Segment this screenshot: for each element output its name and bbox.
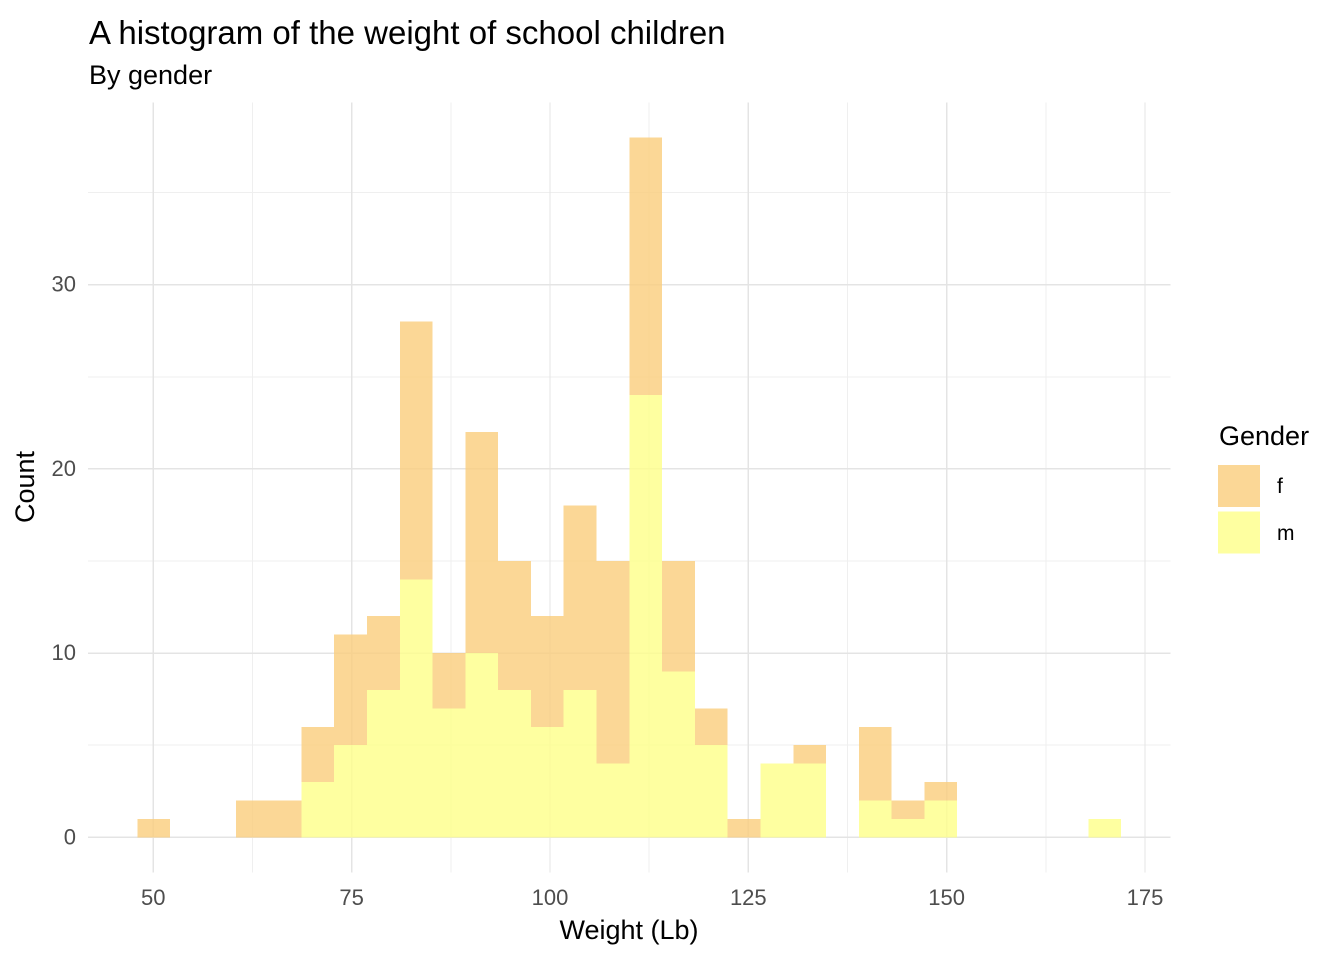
legend: Gender f m (1218, 421, 1309, 554)
bar-segment-f (268, 800, 302, 838)
bar-segment-f (366, 616, 400, 690)
legend-label-m: m (1277, 522, 1295, 545)
bar-segment-m (662, 671, 695, 838)
bar-segment-m (301, 782, 335, 838)
bar-segment-m (793, 763, 827, 838)
bar-segment-f (694, 708, 728, 746)
y-tick-label: 30 (52, 272, 76, 297)
bar-segment-f (563, 505, 597, 690)
bar-segment-f (498, 560, 531, 690)
bar-segment-f (399, 321, 433, 580)
legend-key-m (1218, 511, 1260, 554)
bar-segment-f (858, 726, 892, 801)
bar-segment-f (629, 137, 663, 396)
bar-segment-f (891, 800, 925, 819)
bar-segment-m (334, 745, 367, 838)
legend-title: Gender (1219, 421, 1309, 451)
bar-segment-m (563, 689, 597, 838)
chart-subtitle: By gender (89, 60, 213, 90)
x-tick-label: 75 (339, 885, 363, 910)
bar-segment-f (924, 782, 958, 801)
bar-segment-f (137, 818, 171, 838)
bar-segment-m (432, 708, 466, 838)
bar-segment-m (694, 745, 728, 838)
chart-title: A histogram of the weight of school chil… (89, 14, 726, 51)
x-tick-label: 125 (730, 885, 767, 910)
x-tick-label: 175 (1127, 885, 1164, 910)
bar-segment-m (399, 579, 433, 838)
bar-segment-m (891, 818, 925, 838)
y-axis-title: Count (10, 450, 40, 523)
x-tick-label: 150 (928, 885, 965, 910)
bar-segment-f (793, 745, 827, 764)
bar-segment-f (465, 432, 499, 654)
x-axis-tick-labels: 50 75 100 125 150 175 (141, 885, 1163, 910)
legend-key-f (1218, 465, 1260, 507)
bar-segment-f (432, 653, 466, 709)
bar-segment-f (530, 616, 564, 727)
bar-segment-m (498, 689, 531, 838)
legend-label-f: f (1277, 475, 1283, 498)
bar-segment-m (1088, 818, 1122, 838)
bar-segment-m (530, 726, 564, 838)
bar-segment-f (596, 560, 630, 764)
bar-segment-f (301, 726, 335, 783)
bar-segment-f (334, 634, 367, 746)
bar-segment-m (465, 653, 499, 838)
bar-segment-m (858, 800, 892, 838)
x-tick-label: 50 (141, 885, 165, 910)
y-tick-label: 0 (64, 824, 76, 849)
bar-segment-f (727, 818, 761, 838)
bar-segment-f (235, 800, 269, 838)
bar-segment-m (760, 763, 794, 838)
bar-segment-m (596, 763, 630, 838)
x-tick-label: 100 (532, 885, 569, 910)
y-tick-label: 10 (52, 640, 76, 665)
y-axis-tick-labels: 0 10 20 30 (52, 272, 76, 850)
x-axis-title: Weight (Lb) (559, 915, 698, 945)
bar-segment-m (366, 689, 400, 838)
bar-segment-m (629, 395, 663, 838)
bar-segment-m (924, 800, 958, 838)
bars-group (137, 137, 1122, 838)
bar-segment-f (662, 560, 695, 672)
y-tick-label: 20 (52, 456, 76, 481)
